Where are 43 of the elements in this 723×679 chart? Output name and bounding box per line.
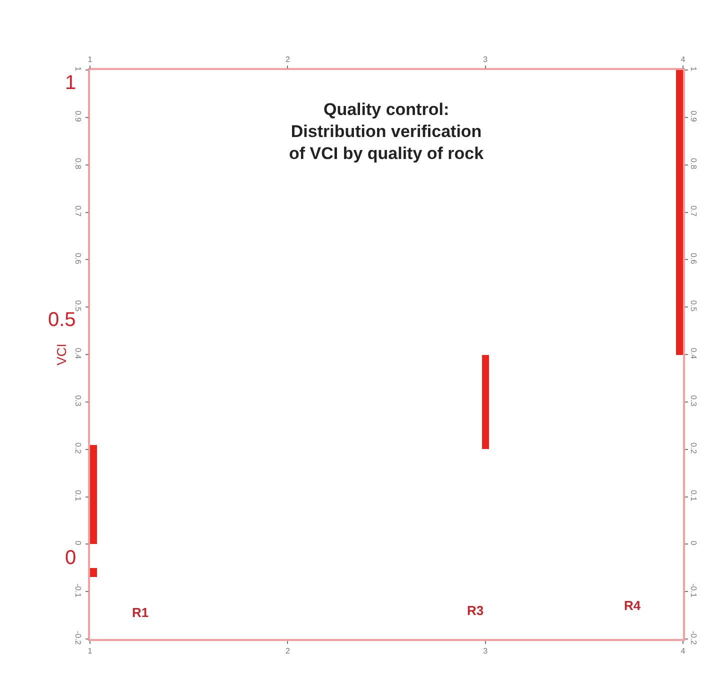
bar [482,355,489,449]
y-tick-label: -0.2 [74,630,83,646]
y2-tick-label: -0.1 [688,583,698,598]
x2-tick-label: 3 [483,646,488,656]
annotation: R3 [467,603,484,618]
y-tick-label: 0.8 [74,158,83,170]
x2-tick-label: 4 [680,646,686,656]
y2-tick-label: 0 [688,540,698,546]
bar [676,70,683,355]
y-tick-label: -0.1 [74,583,83,598]
y2-tick-label: -0.2 [688,630,698,646]
y2-tick-label: 1 [688,66,698,72]
y-tick-label: 0.5 [74,300,83,312]
text: Quality control: Distribution verification of VCI by quality of rock [289,100,484,164]
y-axis-title: VCI [54,344,70,366]
y-tick-label: 0.1 [74,490,83,502]
bar [90,445,97,544]
y2-tick-label: 0.5 [688,300,698,312]
annotation: R1 [132,605,149,620]
x-tick-label: 4 [680,55,686,64]
y-tick-label: 1 [74,66,83,72]
y2-tick-label: 0.8 [688,158,698,170]
y-tick-label: 0 [74,540,83,546]
y-tick-label: 0.3 [74,395,83,407]
y-tick-label: 0.2 [74,442,83,454]
y2-tick-label: 0.6 [688,252,698,265]
annotation: R4 [624,598,642,613]
y2-tick-label: 0.4 [688,348,698,360]
y2-tick-label: 0.3 [688,395,698,407]
y2-tick-label: 0.9 [688,110,698,122]
y-tick-label: 0.6 [74,252,83,265]
y2-tick-label: 0.2 [688,442,698,454]
x2-tick-label: 1 [88,646,93,656]
x-tick-label: 2 [285,55,290,64]
bar [90,568,97,577]
y-tick-label: 0.7 [74,205,83,218]
x-tick-label: 3 [483,55,488,64]
x-tick-label: 1 [88,55,93,64]
y-tick-label: 0.9 [74,110,83,122]
y2-tick-label: 0.7 [688,205,698,218]
y-tick-label: 0.4 [74,348,83,360]
x2-tick-label: 2 [285,646,290,656]
y2-tick-label: 0.1 [688,490,698,502]
